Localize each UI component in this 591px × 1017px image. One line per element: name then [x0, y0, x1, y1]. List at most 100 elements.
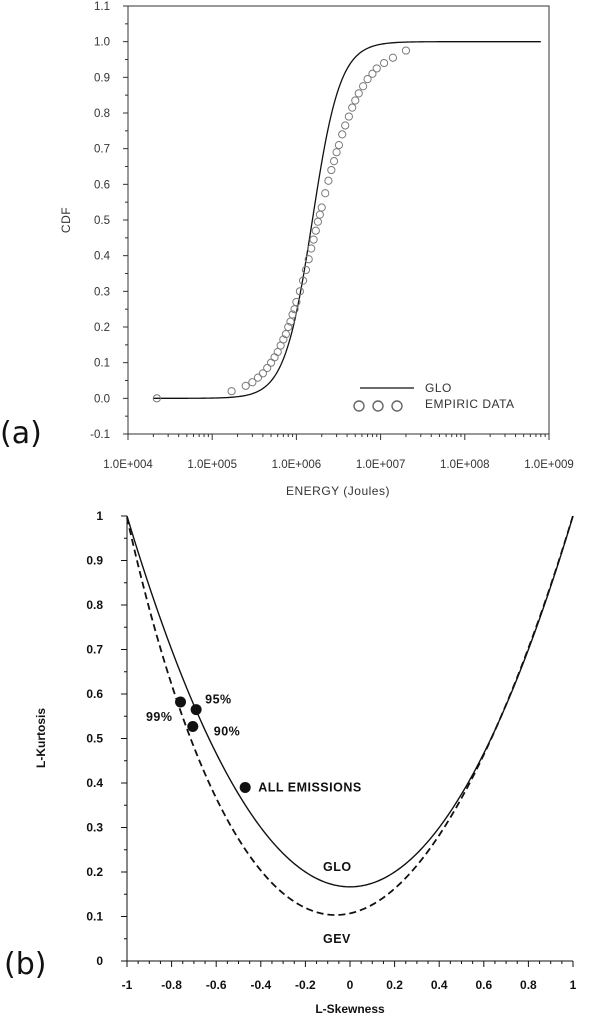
x-tick-label: 0.6 [475, 978, 492, 992]
empiric-point [329, 157, 339, 166]
empiric-point [152, 394, 161, 403]
y-tick-label: 0.5 [94, 215, 110, 227]
x-tick-label: 1.0E+005 [187, 459, 237, 471]
y-tick-label: 0.5 [86, 732, 103, 746]
panel-a-plot-frame [127, 5, 550, 435]
empiric-point [311, 226, 320, 235]
empiric-point [279, 335, 288, 344]
x-tick-label: 0.2 [386, 978, 403, 992]
empiric-point [227, 387, 236, 396]
y-tick-label: 0.4 [86, 776, 103, 790]
sample-point [175, 696, 187, 708]
panel-a-cdf-chart: -0.1 0.0 0.1 0.2 0.3 0.4 0.5 0.6 0.7 0.8 0.9 1.0 1.1… [0, 1, 574, 498]
sample-point-label: ALL EMISSIONS [258, 780, 362, 794]
legend-empiric-label: EMPIRIC DATA [425, 397, 515, 411]
y-tick-label: 0.1 [86, 910, 103, 924]
y-tick-label: 1.0 [94, 37, 110, 49]
empiric-point [313, 217, 322, 226]
y-tick-label: 0.8 [86, 598, 103, 612]
empiric-point [301, 265, 311, 275]
gev-theory-curve [126, 515, 574, 916]
empiric-point [288, 310, 297, 319]
x-tick-label: 1.0E+007 [356, 459, 406, 471]
empiric-point [281, 330, 290, 339]
y-tick-label: 0.4 [94, 251, 111, 263]
sample-point-label: 95% [205, 693, 232, 707]
x-tick-label: -0.8 [161, 978, 182, 992]
empiric-point [304, 255, 313, 264]
y-tick-label: 0.7 [94, 144, 110, 156]
empiric-point [359, 82, 368, 91]
empiric-point [338, 130, 347, 139]
empiric-point [298, 276, 308, 285]
empiric-point [295, 287, 304, 296]
panel-a-y-axis-title: CDF [59, 207, 73, 233]
empiric-point [315, 210, 324, 219]
y-tick-label: 0.6 [94, 179, 110, 191]
panel-a-legend: GLO EMPIRIC DATA [353, 381, 515, 412]
x-tick-label: 1.0E+009 [524, 459, 574, 471]
empiric-point [241, 381, 250, 390]
glo-theory-curve [126, 515, 574, 888]
empiric-point [284, 322, 293, 332]
sample-point [239, 781, 251, 793]
empiric-point [327, 165, 336, 175]
panel-a-axes: -0.1 0.0 0.1 0.2 0.3 0.4 0.5 0.6 0.7 0.8 0.9 1.0 1.1… [90, 1, 574, 471]
y-tick-label: 0.6 [86, 687, 103, 701]
panel-b-sample-points: ALL EMISSIONS 95% 90% 99% [146, 693, 362, 795]
y-tick-label: 0.1 [94, 358, 110, 370]
panel-b-curves [126, 515, 574, 916]
empiric-point [266, 358, 276, 367]
y-tick-label: 0.8 [94, 108, 110, 120]
legend-empiric-marker [372, 400, 384, 412]
empiric-point [344, 112, 353, 121]
empiric-point [321, 189, 330, 198]
panel-b-label: (b) [4, 947, 46, 982]
empiric-point [401, 46, 411, 55]
empiric-point [379, 58, 389, 68]
panel-a-glo-curve [153, 41, 541, 399]
empiric-point [348, 103, 357, 112]
y-tick-label: 0.2 [86, 865, 103, 879]
y-tick-label: 1 [96, 509, 103, 523]
empiric-point [351, 96, 360, 105]
panel-b-axes: 0 0.1 0.2 0.3 0.4 0.5 0.6 0.7 0.8 0.9 1 -1 -0.8 -0.6 -… [86, 509, 576, 992]
glo-cdf-line [153, 41, 541, 399]
empiric-point [292, 297, 301, 307]
empiric-point [332, 148, 341, 157]
legend-empiric-marker [391, 400, 403, 412]
x-tick-label: 0.4 [431, 978, 448, 992]
y-tick-label: 0.9 [94, 72, 110, 84]
y-tick-label: -0.1 [90, 429, 110, 441]
y-tick-label: 0.9 [86, 554, 103, 568]
x-tick-label: -0.2 [295, 978, 316, 992]
empiric-point [307, 244, 316, 253]
x-tick-label: 1.0E+008 [440, 459, 490, 471]
empiric-point [324, 176, 333, 185]
empiric-point [248, 378, 257, 387]
sample-point [187, 720, 199, 732]
empiric-point [354, 89, 363, 98]
legend-glo-label: GLO [425, 381, 452, 395]
x-tick-label: -0.6 [206, 978, 227, 992]
x-tick-label: 0.8 [520, 978, 537, 992]
empiric-point [372, 64, 381, 73]
empiric-point [341, 121, 350, 130]
empiric-point [258, 369, 267, 378]
empiric-point [334, 141, 344, 150]
x-tick-label: 1 [570, 978, 577, 992]
x-tick-label: 1.0E+004 [103, 459, 153, 471]
empiric-point [270, 353, 279, 362]
empiric-point [263, 363, 272, 373]
gev-curve-label: GEV [323, 932, 351, 946]
y-tick-label: 0.0 [94, 393, 110, 405]
empiric-point [388, 53, 398, 62]
panel-a-x-axis-title: ENERGY (Joules) [286, 484, 390, 498]
sample-point-label: 99% [146, 710, 173, 724]
empiric-point [253, 373, 263, 382]
panel-a-empiric-points [152, 46, 411, 403]
panel-b-x-axis-title: L-Skewness [315, 1002, 385, 1016]
panel-b-lmoment-diagram: 0 0.1 0.2 0.3 0.4 0.5 0.6 0.7 0.8 0.9 1 -1 -0.8 -0.6 -… [4, 509, 577, 1016]
x-tick-label: -0.4 [250, 978, 271, 992]
panel-b-y-axis-title: L-Kurtosis [34, 708, 48, 768]
